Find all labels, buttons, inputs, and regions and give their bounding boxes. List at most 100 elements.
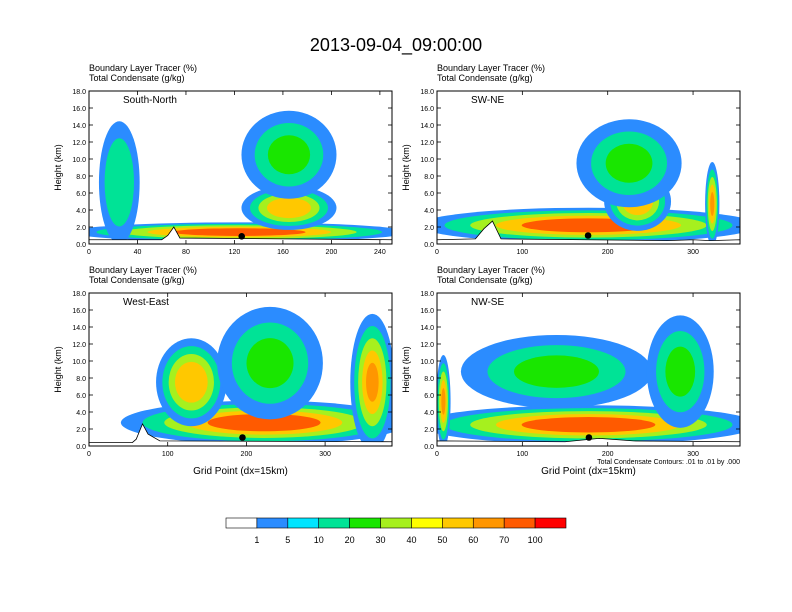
y-tick-label: 12.0 — [72, 140, 86, 147]
field-region — [605, 143, 653, 183]
x-tick-label: 40 — [134, 249, 142, 256]
y-tick-label: 18.0 — [72, 89, 86, 96]
colorbar-label: 5 — [285, 535, 290, 545]
terrain — [89, 226, 392, 244]
colorbar-box — [225, 517, 258, 529]
colorbar-label: 70 — [499, 535, 509, 545]
y-tick-label: 14.0 — [420, 123, 434, 130]
colorbar-box — [380, 517, 412, 529]
panel-label-line2: Total Condensate (g/kg) — [89, 275, 185, 285]
colorbar: 1 5 10 20 30 40 50 60 70 100 — [225, 517, 567, 545]
colorbar-box — [472, 517, 505, 529]
y-tick-label: 8.0 — [76, 174, 86, 181]
y-tick-label: 0.0 — [76, 444, 86, 451]
plot-area: 0.0 2.0 4.0 6.0 8.0 10.0 12.0 14.0 16.0 18.0 0 100 2… — [401, 89, 741, 256]
colorbar-label: 40 — [406, 535, 416, 545]
field-region — [181, 369, 202, 395]
colorbar-box — [287, 517, 320, 529]
field-layer — [89, 110, 392, 244]
x-tick-label: 300 — [319, 451, 331, 458]
x-tick-label: 300 — [687, 249, 699, 256]
x-tick-label: 0 — [87, 249, 91, 256]
panel-label-line1: Boundary Layer Tracer (%) — [437, 265, 545, 275]
field-region — [198, 229, 281, 235]
y-axis-label: Height (km) — [401, 144, 411, 191]
y-tick-label: 8.0 — [424, 376, 434, 383]
colorbar-box — [349, 517, 381, 529]
y-tick-label: 0.0 — [76, 242, 86, 249]
x-tick-label: 160 — [277, 249, 289, 256]
y-tick-label: 16.0 — [420, 106, 434, 113]
plot-frame — [436, 90, 741, 245]
x-axis-label: Grid Point (dx=15km) — [541, 466, 636, 477]
y-tick-label: 18.0 — [420, 291, 434, 298]
field-region — [665, 346, 696, 397]
figure-title: 2013-09-04_09:00:00 — [310, 35, 482, 56]
y-tick-label: 2.0 — [424, 225, 434, 232]
x-tick-label: 120 — [229, 249, 241, 256]
y-tick-label: 2.0 — [424, 427, 434, 434]
x-tick-label: 100 — [162, 451, 174, 458]
x-tick-label: 100 — [517, 249, 529, 256]
y-tick-label: 4.0 — [76, 208, 86, 215]
colorbar-box — [318, 517, 350, 529]
panel-label-line2: Total Condensate (g/kg) — [437, 275, 533, 285]
x-tick-label: 0 — [435, 451, 439, 458]
x-axis-label: Grid Point (dx=15km) — [193, 466, 288, 477]
colorbar-label: 10 — [314, 535, 324, 545]
panel-title: SW-NE — [471, 95, 504, 106]
x-tick-label: 240 — [374, 249, 386, 256]
colorbar-box — [534, 517, 567, 529]
y-tick-label: 6.0 — [424, 191, 434, 198]
x-tick-label: 200 — [602, 249, 614, 256]
y-tick-label: 6.0 — [76, 191, 86, 198]
colorbar-box — [442, 517, 474, 529]
y-tick-label: 14.0 — [72, 123, 86, 130]
y-tick-label: 2.0 — [76, 225, 86, 232]
plot-frame — [436, 292, 741, 447]
plot-frame — [88, 90, 393, 245]
x-tick-label: 80 — [182, 249, 190, 256]
y-tick-label: 10.0 — [72, 359, 86, 366]
panel-title: NW-SE — [471, 297, 504, 308]
panel-south-north: Boundary Layer Tracer (%) Total Condensa… — [53, 63, 393, 256]
field-layer — [437, 119, 740, 244]
y-tick-label: 18.0 — [72, 291, 86, 298]
panel-label-line1: Boundary Layer Tracer (%) — [89, 265, 197, 275]
y-tick-label: 16.0 — [72, 308, 86, 315]
field-region — [229, 417, 299, 428]
field-region — [514, 355, 599, 388]
field-layer — [437, 315, 740, 446]
y-tick-label: 12.0 — [72, 342, 86, 349]
panel-label-line1: Boundary Layer Tracer (%) — [437, 63, 545, 73]
plot-area: 0.0 2.0 4.0 6.0 8.0 10.0 12.0 14.0 16.0 18.0 0 40 80… — [53, 89, 393, 256]
panel-label-line2: Total Condensate (g/kg) — [437, 73, 533, 83]
field-region — [547, 221, 630, 230]
colorbar-label: 100 — [528, 535, 543, 545]
y-tick-label: 4.0 — [424, 410, 434, 417]
field-region — [366, 362, 379, 402]
y-tick-label: 16.0 — [420, 308, 434, 315]
x-tick-label: 200 — [602, 451, 614, 458]
x-tick-label: 100 — [517, 451, 529, 458]
field-layer — [89, 306, 392, 446]
y-tick-label: 10.0 — [420, 359, 434, 366]
location-marker — [585, 434, 593, 441]
x-tick-label: 200 — [326, 249, 338, 256]
location-marker — [239, 434, 246, 441]
y-tick-label: 14.0 — [420, 325, 434, 332]
panel-title: West-East — [123, 297, 169, 308]
contour-note: Total Condensate Contours: .01 to .01 by… — [597, 459, 740, 466]
field-region — [547, 420, 630, 430]
terrain — [437, 220, 740, 244]
field-region — [710, 192, 715, 217]
y-tick-label: 0.0 — [424, 242, 434, 249]
colorbar-box — [503, 517, 536, 529]
plot-frame — [88, 292, 393, 447]
y-tick-label: 6.0 — [76, 393, 86, 400]
field-region — [110, 155, 129, 210]
y-tick-label: 14.0 — [72, 325, 86, 332]
y-tick-label: 12.0 — [420, 140, 434, 147]
field-region — [275, 201, 303, 215]
